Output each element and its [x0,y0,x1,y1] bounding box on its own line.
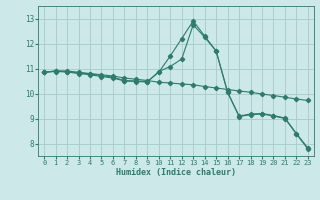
X-axis label: Humidex (Indice chaleur): Humidex (Indice chaleur) [116,168,236,177]
